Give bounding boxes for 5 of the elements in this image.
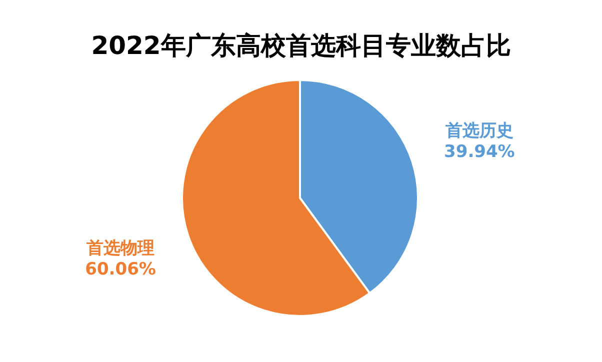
slice-label: 首选物理 — [86, 238, 155, 258]
data-label: 39.94% — [444, 142, 515, 162]
chart-title: 2022年广东高校首选科目专业数占比 — [91, 31, 511, 60]
data-label: 60.06% — [85, 260, 156, 280]
slice-label: 首选历史 — [444, 120, 514, 141]
